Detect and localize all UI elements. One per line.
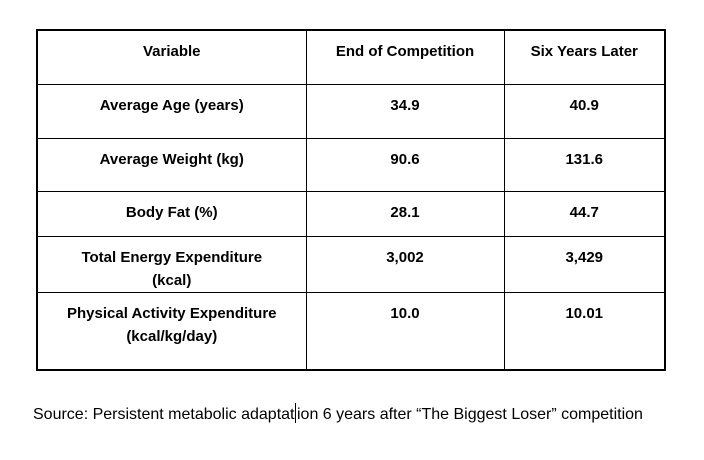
variable-line1: Average Weight (kg) bbox=[99, 150, 244, 168]
variable-line1: Average Age (years) bbox=[99, 96, 244, 114]
header-cell-variable[interactable]: Variable bbox=[36, 29, 307, 85]
table-row-physical-activity-expenditure: Physical Activity Expenditure (kcal/kg/d… bbox=[36, 291, 666, 371]
cell-end-of-competition[interactable]: 34.9 bbox=[305, 83, 505, 139]
cell-variable[interactable]: Body Fat (%) bbox=[36, 190, 307, 237]
table-row-total-energy-expenditure: Total Energy Expenditure (kcal) 3,002 3,… bbox=[36, 235, 666, 293]
variable-line1: Physical Activity Expenditure bbox=[66, 304, 277, 322]
variable-line1: Body Fat (%) bbox=[125, 203, 218, 221]
source-text-before-caret: Source: Persistent metabolic adaptat bbox=[33, 406, 295, 423]
cell-variable[interactable]: Average Age (years) bbox=[36, 83, 307, 139]
cell-six-years-later[interactable]: 44.7 bbox=[503, 190, 666, 237]
cell-variable[interactable]: Total Energy Expenditure (kcal) bbox=[36, 235, 307, 293]
table-row-body-fat: Body Fat (%) 28.1 44.7 bbox=[36, 190, 666, 237]
header-cell-end-of-competition[interactable]: End of Competition bbox=[305, 29, 505, 85]
text-caret bbox=[294, 403, 297, 423]
header-cell-six-years-later[interactable]: Six Years Later bbox=[503, 29, 666, 85]
cell-end-of-competition[interactable]: 90.6 bbox=[305, 137, 505, 192]
source-caption[interactable]: Source: Persistent metabolic adaptat ion … bbox=[33, 403, 643, 426]
table-row-average-age: Average Age (years) 34.9 40.9 bbox=[36, 83, 666, 139]
cell-variable[interactable]: Physical Activity Expenditure (kcal/kg/d… bbox=[36, 291, 307, 371]
cell-six-years-later[interactable]: 10.01 bbox=[503, 291, 666, 371]
table-header-row: Variable End of Competition Six Years La… bbox=[36, 29, 666, 85]
biggest-loser-results-table: Variable End of Competition Six Years La… bbox=[36, 29, 666, 371]
cell-end-of-competition[interactable]: 28.1 bbox=[305, 190, 505, 237]
cell-six-years-later[interactable]: 40.9 bbox=[503, 83, 666, 139]
variable-line1: Total Energy Expenditure bbox=[81, 248, 263, 266]
cell-variable[interactable]: Average Weight (kg) bbox=[36, 137, 307, 192]
table-row-average-weight: Average Weight (kg) 90.6 131.6 bbox=[36, 137, 666, 192]
variable-line2: (kcal) bbox=[152, 271, 192, 289]
cell-six-years-later[interactable]: 131.6 bbox=[503, 137, 666, 192]
variable-line2: (kcal/kg/day) bbox=[126, 327, 218, 345]
cell-end-of-competition[interactable]: 10.0 bbox=[305, 291, 505, 371]
cell-six-years-later[interactable]: 3,429 bbox=[503, 235, 666, 293]
cell-end-of-competition[interactable]: 3,002 bbox=[305, 235, 505, 293]
source-text-after-caret: ion 6 years after “The Biggest Loser” co… bbox=[296, 406, 643, 423]
